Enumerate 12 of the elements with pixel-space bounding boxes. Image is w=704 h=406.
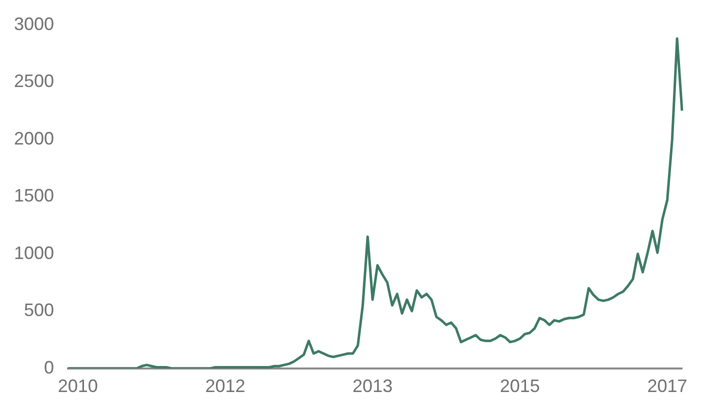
y-tick-label: 1500 [14,186,54,206]
y-tick-label: 0 [44,357,54,378]
x-tick-label: 2013 [352,376,393,396]
x-tick-label: 2012 [205,376,246,396]
y-tick-label: 2500 [14,71,54,92]
y-tick-label: 2000 [14,128,54,148]
x-tick-label: 2015 [500,376,540,396]
x-tick-label: 2017 [647,376,688,396]
y-tick-label: 3000 [14,14,54,34]
y-tick-label: 1000 [14,242,54,263]
x-tick-label: 2010 [58,376,98,396]
y-tick-label: 500 [24,300,54,320]
